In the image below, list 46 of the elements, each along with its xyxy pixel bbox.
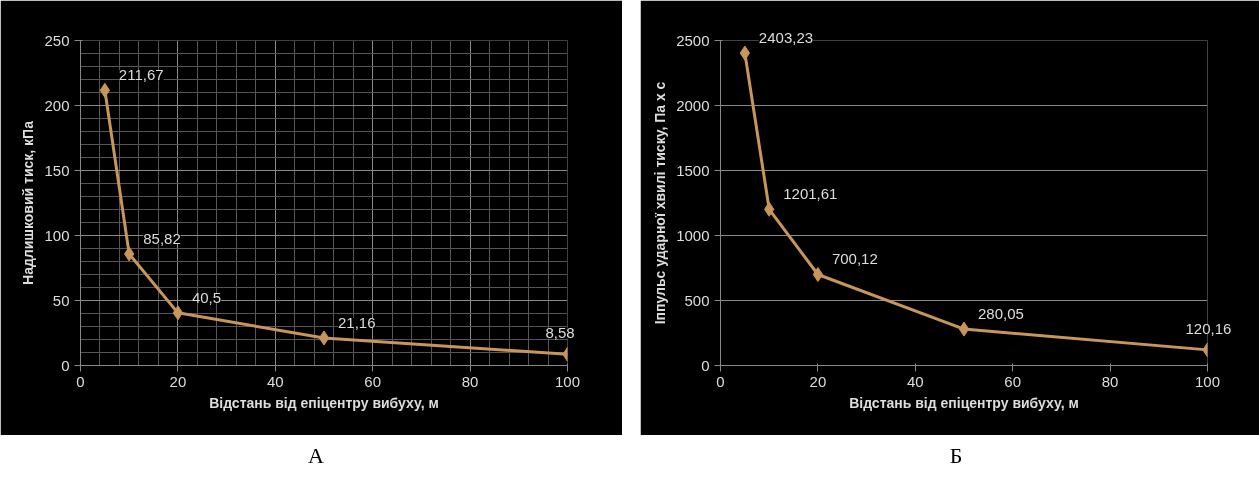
x-tick-label: 100 xyxy=(554,372,581,390)
x-axis-title: Відстань від епіцентру вибуху, м xyxy=(209,394,439,411)
point xyxy=(172,305,184,321)
x-tick-label: 0 xyxy=(76,372,85,390)
x-tick-label: 0 xyxy=(716,372,725,390)
text: А xyxy=(308,442,324,470)
x-tick-label: 20 xyxy=(169,372,187,390)
y-tick-label: 1000 xyxy=(676,226,710,244)
y-tick-label: 500 xyxy=(684,291,710,309)
data-label: 211,67 xyxy=(118,66,164,84)
x-tick-label: 80 xyxy=(461,372,479,390)
data-label: 120,16 xyxy=(1185,319,1232,337)
y-tick-label: 0 xyxy=(701,356,710,374)
point xyxy=(958,321,970,337)
y-tick-label: 200 xyxy=(44,96,70,114)
data-label: 1201,61 xyxy=(783,185,838,203)
text: Б xyxy=(949,442,963,470)
x-tick-label: 20 xyxy=(809,372,827,390)
x-tick-label: 60 xyxy=(1004,372,1022,390)
x-tick-label: 80 xyxy=(1101,372,1119,390)
y-tick-label: 2000 xyxy=(676,96,710,114)
data-label: 85,82 xyxy=(143,229,181,247)
x-tick-label: 40 xyxy=(266,372,284,390)
y-tick-label: 50 xyxy=(52,291,70,309)
point xyxy=(739,45,751,61)
y-tick-label: 2500 xyxy=(676,31,710,49)
data-label: 21,16 xyxy=(338,313,376,331)
y-tick-label: 150 xyxy=(44,161,70,179)
data-label: 700,12 xyxy=(831,250,878,268)
y-axis-title: Надлишковий тиск, кПа xyxy=(20,120,37,285)
data-label: 40,5 xyxy=(191,288,222,306)
y-tick-label: 0 xyxy=(61,356,70,374)
y-axis-title: Іппульс ударної хвилі тиску, Па х с xyxy=(652,81,669,325)
x-tick-label: 100 xyxy=(1194,372,1221,390)
point xyxy=(812,266,824,282)
point xyxy=(99,82,111,98)
x-axis-title: Відстань від епіцентру вибуху, м xyxy=(849,394,1079,411)
point xyxy=(318,330,330,346)
data-label: 280,05 xyxy=(978,305,1024,323)
y-tick-label: 1500 xyxy=(676,161,710,179)
data-label: 2403,23 xyxy=(758,29,814,47)
y-tick-label: 250 xyxy=(44,31,70,49)
y-tick-label: 100 xyxy=(44,226,70,244)
x-tick-label: 60 xyxy=(364,372,382,390)
x-tick-label: 40 xyxy=(906,372,924,390)
data-label: 8,58 xyxy=(545,324,575,342)
